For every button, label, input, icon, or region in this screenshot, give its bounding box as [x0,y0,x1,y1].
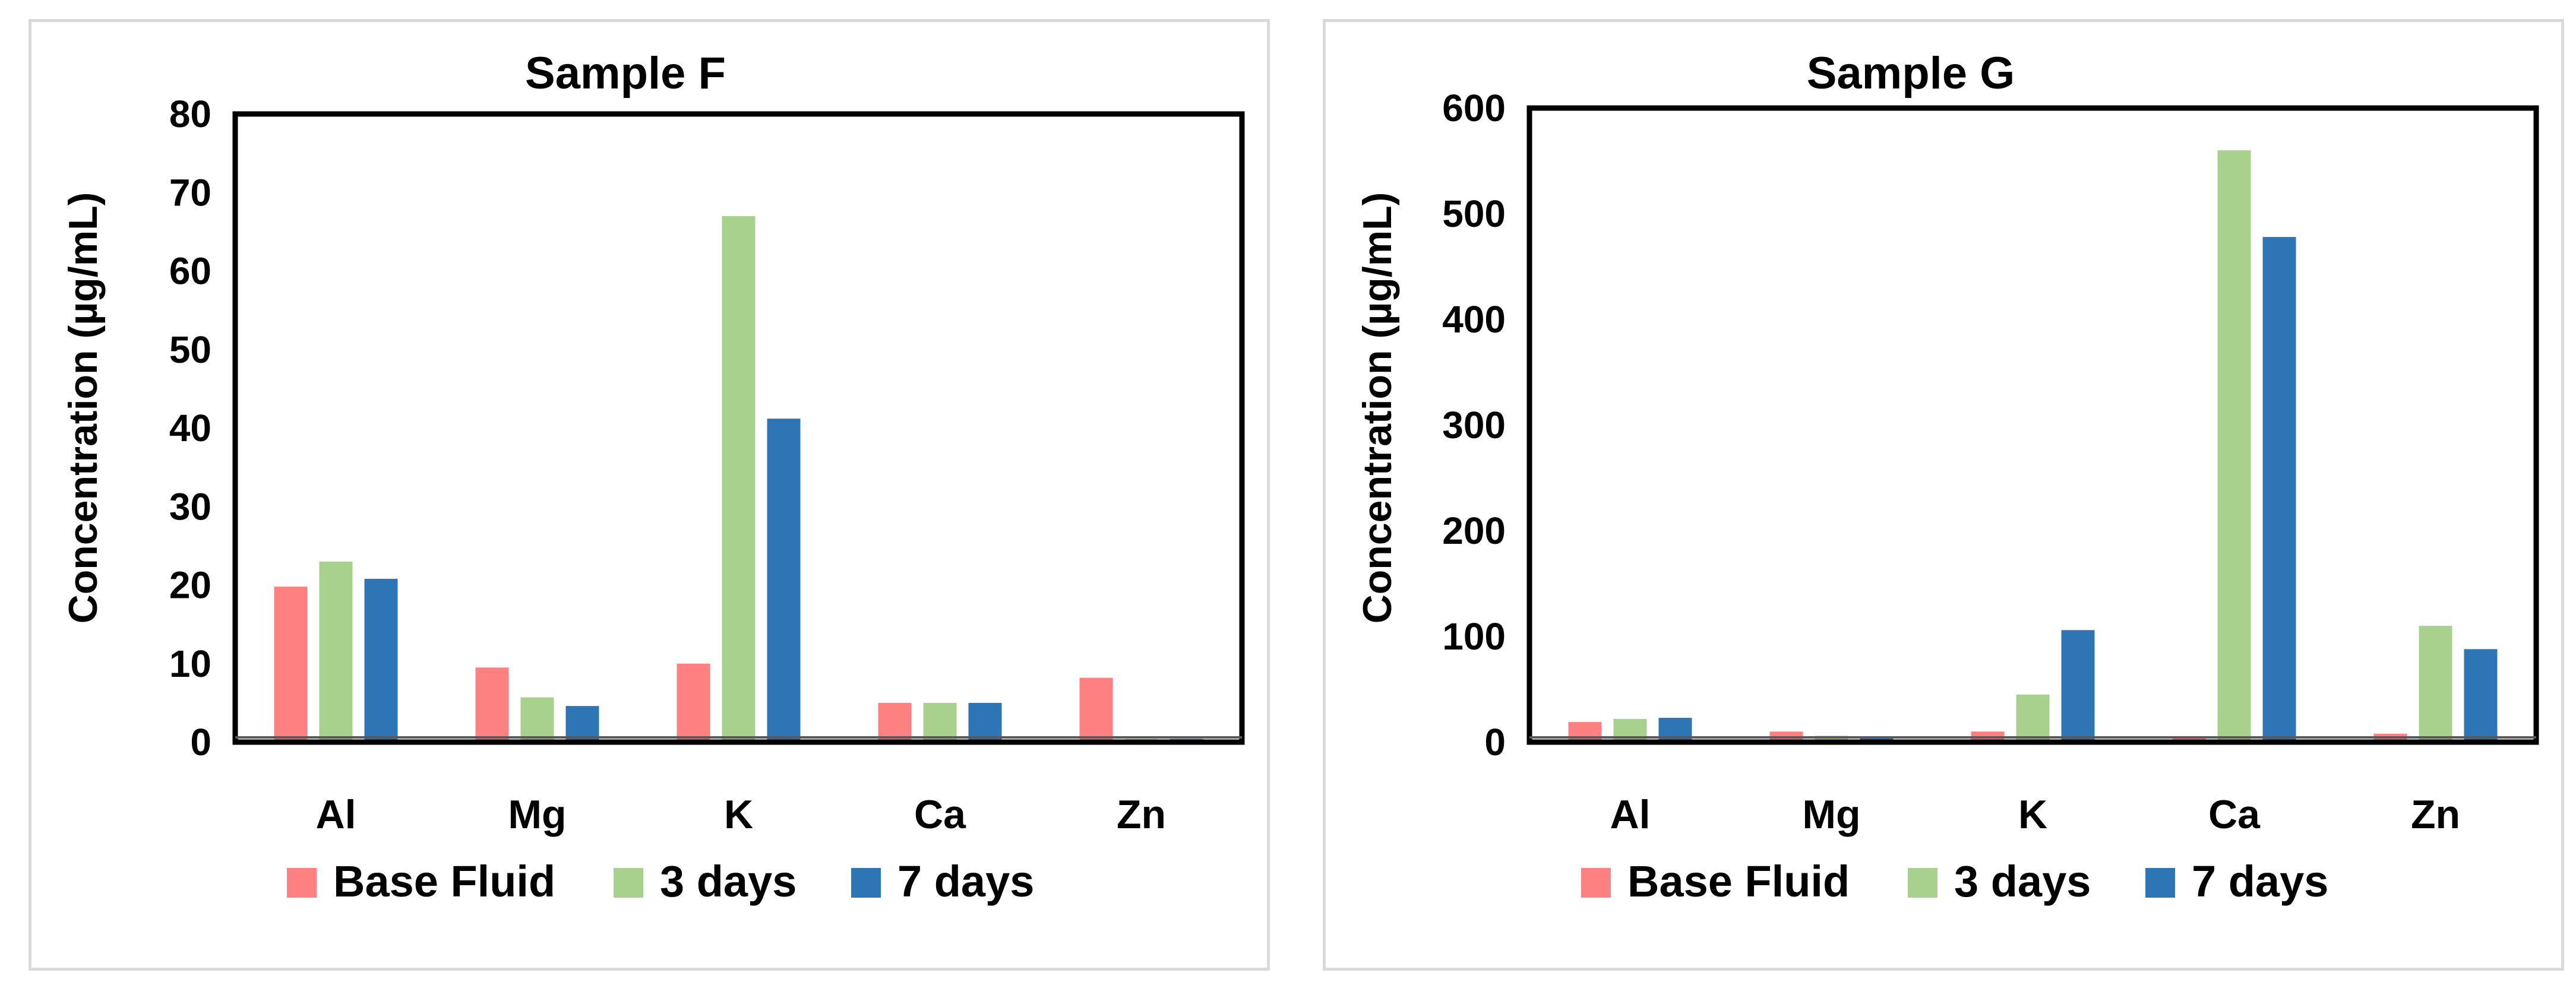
bar-7-days-al [364,578,398,742]
bar-chart-sample-f: Sample F Concentration (µg/mL) 0 10 20 30 40… [61,48,1245,906]
bar-3-days-zn [2419,626,2452,742]
y-tick-label: 400 [1442,298,1506,341]
y-tick-label: 600 [1442,87,1506,129]
category-label-al: Al [316,792,356,837]
category-label-k: K [2018,792,2047,837]
y-tick-label: 100 [1442,615,1506,658]
legend: Base Fluid 3 days 7 days [287,857,1034,906]
category-label-zn: Zn [1117,792,1166,837]
y-tick-label: 80 [169,93,211,135]
plot-area-border [1526,105,2539,745]
y-tick-label: 60 [169,250,211,293]
y-tick-label: 30 [169,485,211,528]
bar-base-fluid-al [1568,722,1602,742]
category-label-mg: Mg [508,792,566,837]
category-label-al: Al [1610,792,1651,837]
y-tick-label: 0 [190,721,211,763]
y-tick-label: 40 [169,407,211,449]
legend-label-3-days: 3 days [1954,857,2091,906]
bar-base-fluid-k [677,663,710,742]
bar-3-days-ca [923,702,957,742]
legend-swatch-base-fluid [287,868,317,898]
legend-label-3-days: 3 days [660,857,796,906]
legend-swatch-3-days [1908,868,1937,898]
legend-label-base-fluid: Base Fluid [333,857,555,906]
bar-3-days-k [2016,694,2050,742]
category-label-zn: Zn [2411,792,2460,837]
legend-label-base-fluid: Base Fluid [1627,857,1850,906]
chart-title: Sample F [525,48,726,99]
bar-7-days-ca [968,702,1002,742]
legend-swatch-3-days [614,868,643,898]
bar-7-days-mg [565,706,599,742]
bar-base-fluid-zn [1079,677,1113,742]
legend-swatch-base-fluid [1581,868,1611,898]
y-tick-label: 10 [169,642,211,685]
y-tick-label: 500 [1442,192,1506,235]
legend-swatch-7-days [851,868,881,898]
bar-3-days-ca [2217,150,2251,742]
y-axis-title: Concentration (µg/mL) [61,192,106,624]
bar-7-days-ca [2262,237,2296,742]
category-label-k: K [724,792,753,837]
bar-3-days-k [722,216,756,742]
bar-3-days-al [319,561,353,742]
y-tick-label: 20 [169,564,211,607]
bar-base-fluid-mg [475,667,509,742]
chart-panel-sample-g: Sample G Concentration (µg/mL) 0 100 200 30… [1323,19,2564,971]
legend-label-7-days: 7 days [2192,857,2328,906]
y-tick-label: 200 [1442,509,1506,552]
bar-3-days-mg [520,697,554,742]
category-label-ca: Ca [914,792,966,837]
bar-7-days-k [767,419,801,742]
legend-label-7-days: 7 days [897,857,1034,906]
bar-3-days-al [1613,718,1647,742]
y-tick-label: 50 [169,328,211,371]
bar-chart-sample-g: Sample G Concentration (µg/mL) 0 100 200 30… [1355,48,2539,906]
y-tick-label: 0 [1484,721,1506,763]
bar-base-fluid-ca [878,702,912,742]
bar-base-fluid-al [274,587,308,742]
y-tick-label: 300 [1442,404,1506,446]
chart-panel-sample-f: Sample F Concentration (µg/mL) 0 10 20 30 40… [29,19,1270,971]
chart-title: Sample G [1807,48,2015,99]
category-label-mg: Mg [1802,792,1860,837]
bar-7-days-k [2061,630,2095,742]
y-tick-label: 70 [169,171,211,214]
bar-7-days-zn [2464,649,2498,742]
y-axis-title: Concentration (µg/mL) [1355,192,1400,624]
bar-3-days-mg [1815,736,1848,742]
legend-swatch-7-days [2145,868,2175,898]
category-label-ca: Ca [2208,792,2261,837]
plot-area-border [232,111,1245,745]
legend: Base Fluid 3 days 7 days [1581,857,2328,906]
